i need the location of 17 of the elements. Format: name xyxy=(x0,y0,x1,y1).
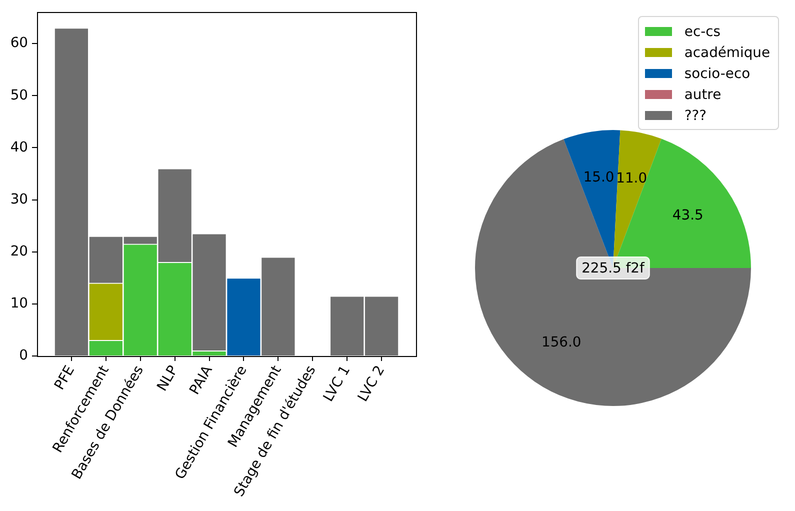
data-label: 15.0 xyxy=(583,170,614,186)
y-tick-label: 40 xyxy=(10,139,28,156)
legend-label: autre xyxy=(684,86,722,102)
y-tick-label: 10 xyxy=(10,296,28,312)
y-tick-label: 30 xyxy=(10,191,28,208)
y-tick-label: 20 xyxy=(10,243,28,260)
legend-label: ec-cs xyxy=(684,24,720,40)
legend-label: ??? xyxy=(684,108,707,124)
data-label: 11.0 xyxy=(616,170,648,186)
y-tick-label: 60 xyxy=(10,35,28,52)
data-label: 43.5 xyxy=(672,208,704,224)
y-tick-label: 0 xyxy=(19,348,28,364)
text: 225.5 f2f xyxy=(582,260,646,277)
legend-label: académique xyxy=(684,44,770,60)
data-label: 156.0 xyxy=(541,334,582,351)
y-tick-label: 50 xyxy=(10,87,28,104)
legend-label: socio-eco xyxy=(684,66,750,82)
